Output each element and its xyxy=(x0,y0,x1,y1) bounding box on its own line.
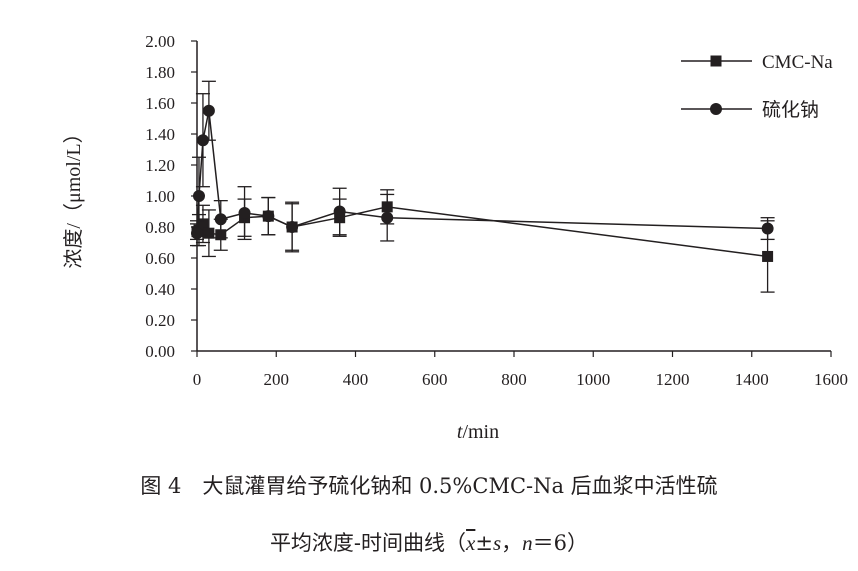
figure-caption-line-1: 图 4 大鼠灌胃给予硫化钠和 0.5%CMC-Na 后血浆中活性硫 xyxy=(140,474,718,498)
caption-n-symbol: n xyxy=(522,531,533,555)
data-point xyxy=(214,213,227,226)
series-cmc-na xyxy=(190,189,775,293)
x-tick-label: 1000 xyxy=(576,370,610,389)
data-point xyxy=(761,222,774,235)
y-tick-label: 1.00 xyxy=(145,187,175,206)
caption-mean-symbol: x xyxy=(466,531,476,555)
series-layer xyxy=(190,80,775,293)
data-point xyxy=(196,134,209,147)
y-tick-label: 1.40 xyxy=(145,125,175,144)
y-tick-label: 1.80 xyxy=(145,63,175,82)
y-tick-label: 0.40 xyxy=(145,280,175,299)
data-point xyxy=(192,190,205,202)
data-point xyxy=(381,211,394,224)
chart: 0.00 0.20 0.40 0.60 0.80 1.00 1.20 1.40 1.60 1.80… xyxy=(62,32,848,443)
data-point xyxy=(197,218,209,230)
x-tick-label: 1400 xyxy=(735,370,769,389)
x-axis-label-variable: t xyxy=(457,421,463,443)
figure-caption-line-2: 平均浓度-时间曲线（x±s，n＝6） xyxy=(0,527,858,557)
legend-marker xyxy=(710,103,722,115)
data-point xyxy=(762,250,774,262)
legend-entry: 硫化钠 xyxy=(681,99,819,121)
y-tick-label: 0.80 xyxy=(145,218,175,237)
series-line xyxy=(196,110,768,234)
x-tick-label: 800 xyxy=(501,370,527,389)
caption-prefix: 平均浓度-时间曲线（ xyxy=(269,531,467,555)
x-axis-label: t/min xyxy=(457,421,499,443)
data-point xyxy=(202,104,215,117)
data-point xyxy=(203,227,215,239)
x-axis-ticks: 0 200 400 600 800 1000 1200 1400 1600 xyxy=(193,351,848,389)
y-tick-label: 2.00 xyxy=(145,32,175,51)
data-point xyxy=(191,227,203,240)
caption-suffix: ＝6） xyxy=(532,531,589,555)
y-tick-label: 1.60 xyxy=(145,94,175,113)
y-tick-label: 1.20 xyxy=(145,156,175,175)
legend: CMC-Na 硫化钠 xyxy=(681,52,833,121)
x-axis-label-unit: /min xyxy=(462,421,499,443)
legend-label: CMC-Na xyxy=(762,52,833,73)
data-point xyxy=(238,207,251,220)
y-tick-label: 0.60 xyxy=(145,249,175,268)
y-axis-ticks: 0.00 0.20 0.40 0.60 0.80 1.00 1.20 1.40 1.60 1.80… xyxy=(145,32,197,361)
legend-marker xyxy=(710,55,722,67)
x-tick-label: 200 xyxy=(264,370,290,389)
x-tick-label: 400 xyxy=(343,370,369,389)
y-axis-label: 浓度/（μmol/L） xyxy=(62,123,85,268)
legend-entry: CMC-Na xyxy=(681,52,833,73)
data-point xyxy=(333,205,346,218)
caption-plus-minus: ± xyxy=(475,531,493,555)
caption-separator: ， xyxy=(501,531,523,555)
x-tick-label: 1200 xyxy=(656,370,690,389)
data-point xyxy=(286,221,299,233)
data-point xyxy=(262,210,275,223)
caption-sd-symbol: s xyxy=(492,531,502,555)
y-tick-label: 0.20 xyxy=(145,311,175,330)
x-tick-label: 1600 xyxy=(814,370,848,389)
x-tick-label: 0 xyxy=(193,370,202,389)
axes xyxy=(196,41,831,352)
y-tick-label: 0.00 xyxy=(145,342,175,361)
x-tick-label: 600 xyxy=(422,370,448,389)
series-sodium-sulfide xyxy=(190,80,775,251)
legend-label: 硫化钠 xyxy=(762,99,819,121)
series-line xyxy=(196,206,768,258)
